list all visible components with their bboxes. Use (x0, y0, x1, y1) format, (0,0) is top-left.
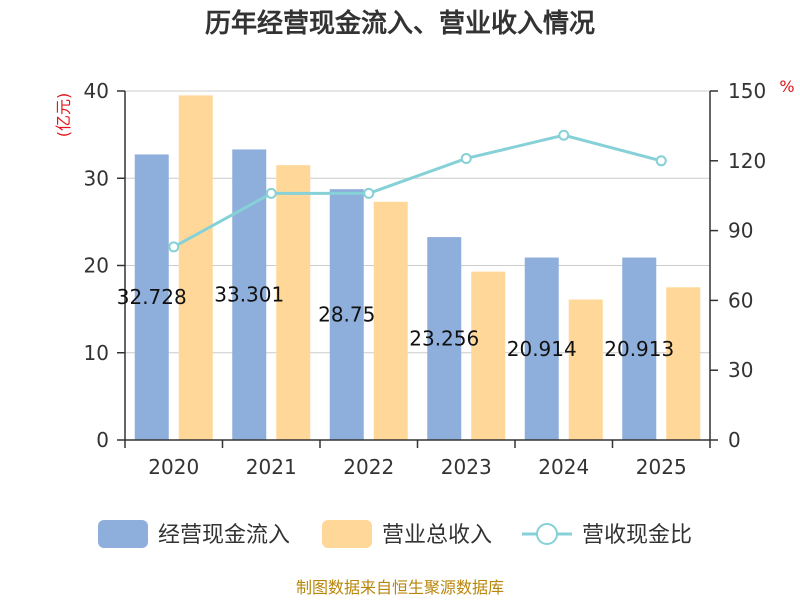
ratio-line (168, 129, 667, 253)
source-note: 制图数据来自恒生聚源数据库 (296, 578, 504, 597)
bar-cash-inflow (524, 257, 559, 440)
x-tick-label: 2022 (343, 455, 394, 479)
x-tick-label: 2025 (636, 455, 687, 479)
x-tick-label: 2020 (148, 455, 199, 479)
gridlines (125, 90, 710, 354)
legend-swatch-cash-inflow (98, 520, 148, 548)
bar-cash-inflow (427, 237, 462, 440)
axes: 0 10 20 30 40 0 30 60 90 120 150 2020 2021 2022 2023 20… (84, 79, 767, 479)
bars (134, 95, 701, 441)
bar-cash-inflow (329, 189, 364, 440)
bar-revenue (666, 287, 701, 440)
data-label: 28.75 (318, 303, 375, 327)
bar-revenue (178, 95, 213, 441)
bar-revenue (568, 299, 603, 440)
ratio-point (460, 152, 472, 164)
data-label: 32.728 (117, 285, 187, 309)
ratio-point (168, 241, 180, 253)
legend: 经营现金流入 营业总收入 营收现金比 (98, 520, 692, 548)
right-tick-label: 120 (728, 149, 766, 173)
ratio-point (558, 129, 570, 141)
x-tick-label: 2024 (538, 455, 589, 479)
right-tick-label: 150 (728, 79, 766, 103)
right-tick-label: 90 (728, 219, 753, 243)
right-tick-label: 0 (728, 428, 741, 452)
x-tick-label: 2023 (441, 455, 492, 479)
x-tick-label: 2021 (246, 455, 297, 479)
bar-cash-inflow (622, 257, 657, 440)
left-tick-label: 0 (96, 428, 109, 452)
legend-label-cash-inflow: 经营现金流入 (158, 523, 290, 548)
bar-revenue (373, 201, 408, 440)
right-tick-label: 60 (728, 288, 753, 312)
legend-label-ratio: 营收现金比 (582, 523, 692, 548)
ratio-point (265, 187, 277, 199)
data-label: 20.914 (507, 337, 577, 361)
data-label: 20.913 (604, 337, 674, 361)
bar-revenue (276, 165, 311, 440)
left-tick-label: 40 (84, 79, 109, 103)
ratio-line-path (173, 133, 662, 249)
legend-marker-ratio (536, 523, 558, 545)
chart-title: 历年经营现金流入、营业收入情况 (205, 8, 595, 39)
left-tick-label: 30 (84, 166, 109, 190)
legend-swatch-revenue (322, 520, 372, 548)
bar-cash-inflow (134, 154, 169, 441)
right-axis-unit: % (779, 77, 794, 96)
left-tick-label: 20 (84, 254, 109, 278)
ratio-point (655, 155, 667, 167)
left-axis-unit: (亿元) (54, 93, 73, 138)
right-tick-label: 30 (728, 358, 753, 382)
data-label: 33.301 (214, 283, 284, 307)
legend-label-revenue: 营业总收入 (382, 523, 492, 548)
data-label: 23.256 (409, 327, 479, 351)
bar-revenue (471, 271, 506, 440)
data-labels: 32.728 33.301 28.75 23.256 20.914 20.913 (117, 283, 674, 361)
ratio-point (363, 187, 375, 199)
left-tick-label: 10 (84, 341, 109, 365)
